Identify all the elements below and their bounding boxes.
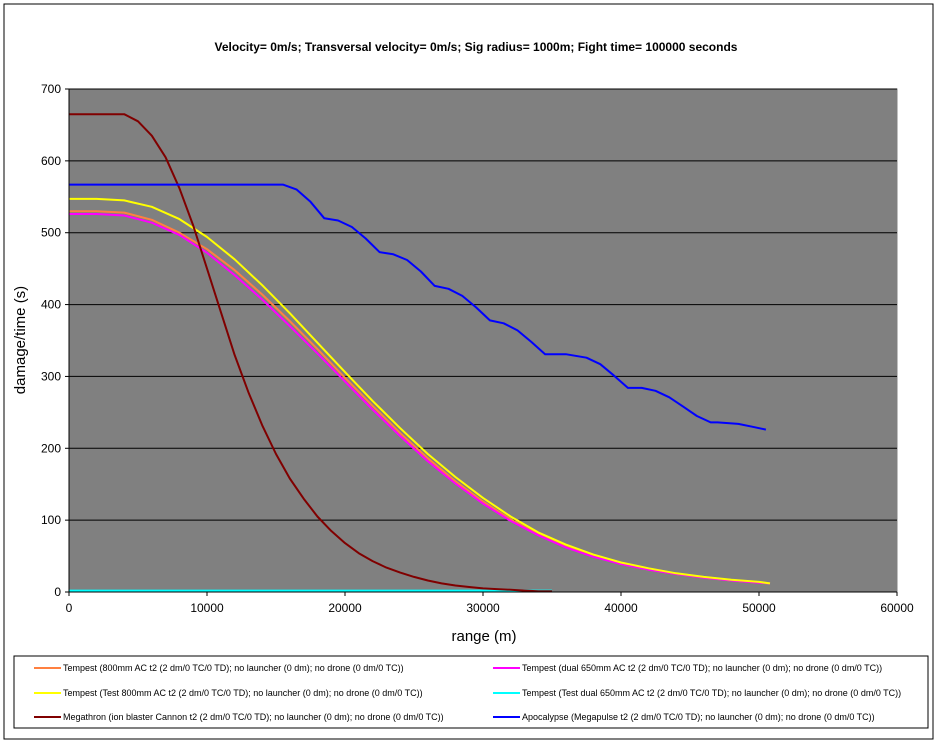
y-tick-label: 700 bbox=[41, 82, 61, 96]
series-lines bbox=[69, 113, 771, 593]
chart-title: Velocity= 0m/s; Transversal velocity= 0m… bbox=[215, 40, 738, 54]
legend-label-5: Megathron (ion blaster Cannon t2 (2 dm/0… bbox=[63, 712, 444, 722]
x-tick-label: 40000 bbox=[604, 601, 638, 615]
legend-label-3: Tempest (Test 800mm AC t2 (2 dm/0 TC/0 T… bbox=[63, 688, 423, 698]
gridlines bbox=[69, 88, 897, 521]
y-tick-label: 100 bbox=[41, 513, 61, 527]
x-tick-label: 0 bbox=[66, 601, 73, 615]
x-tick-label: 50000 bbox=[742, 601, 776, 615]
plot-area bbox=[68, 88, 898, 593]
series-line-5 bbox=[69, 113, 552, 593]
y-tick-label: 400 bbox=[41, 298, 61, 312]
x-tick-label: 60000 bbox=[880, 601, 914, 615]
legend-label-4: Tempest (Test dual 650mm AC t2 (2 dm/0 T… bbox=[522, 688, 901, 698]
y-axis-title: damage/time (s) bbox=[12, 286, 29, 394]
y-tick-label: 600 bbox=[41, 154, 61, 168]
legend-box bbox=[13, 655, 929, 729]
series-line-3 bbox=[69, 197, 771, 585]
y-tick-label: 500 bbox=[41, 226, 61, 240]
x-axis-title: range (m) bbox=[451, 628, 516, 645]
legend-label-6: Apocalypse (Megapulse t2 (2 dm/0 TC/0 TD… bbox=[522, 712, 875, 722]
legend: Tempest (800mm AC t2 (2 dm/0 TC/0 TD); n… bbox=[34, 663, 901, 722]
x-tick-label: 20000 bbox=[328, 601, 362, 615]
y-tick-label: 0 bbox=[54, 585, 61, 599]
y-tick-label: 300 bbox=[41, 369, 61, 383]
legend-label-1: Tempest (800mm AC t2 (2 dm/0 TC/0 TD); n… bbox=[63, 663, 404, 673]
series-line-6 bbox=[69, 183, 767, 431]
x-tick-label: 10000 bbox=[190, 601, 224, 615]
legend-label-2: Tempest (dual 650mm AC t2 (2 dm/0 TC/0 T… bbox=[522, 663, 882, 673]
x-tick-label: 30000 bbox=[466, 601, 500, 615]
y-tick-label: 200 bbox=[41, 441, 61, 455]
axes: 0 100 200 300 400 500 600 700 0 10000 20000 30000 40… bbox=[41, 82, 914, 615]
